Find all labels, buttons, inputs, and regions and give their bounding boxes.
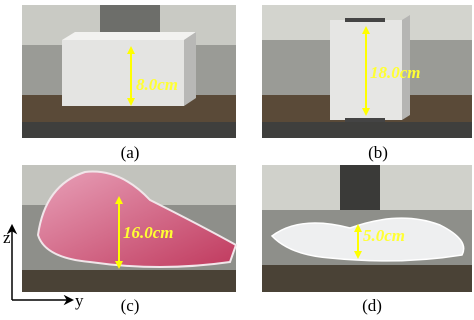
photo-d: 5.0cm xyxy=(262,165,472,292)
axis-label: y xyxy=(75,291,84,310)
measurement: 16.0cm xyxy=(123,223,174,242)
photo-c: 16.0cm xyxy=(22,165,236,292)
caption: (d) xyxy=(362,296,382,315)
caption: (b) xyxy=(368,143,388,162)
caption: (c) xyxy=(121,296,140,315)
photo-b: 18.0cm xyxy=(262,5,472,138)
photo-a: 8.0cm xyxy=(22,5,236,138)
measurement: 18.0cm xyxy=(370,63,421,82)
figure: 8.0cm (a) 18.0cm (b) 16.0cm (c) 5.0cm (d… xyxy=(0,0,474,320)
axis-label: z xyxy=(3,228,11,247)
measurement: 5.0cm xyxy=(363,226,405,245)
caption: (a) xyxy=(121,143,140,162)
measurement: 8.0cm xyxy=(136,75,178,94)
